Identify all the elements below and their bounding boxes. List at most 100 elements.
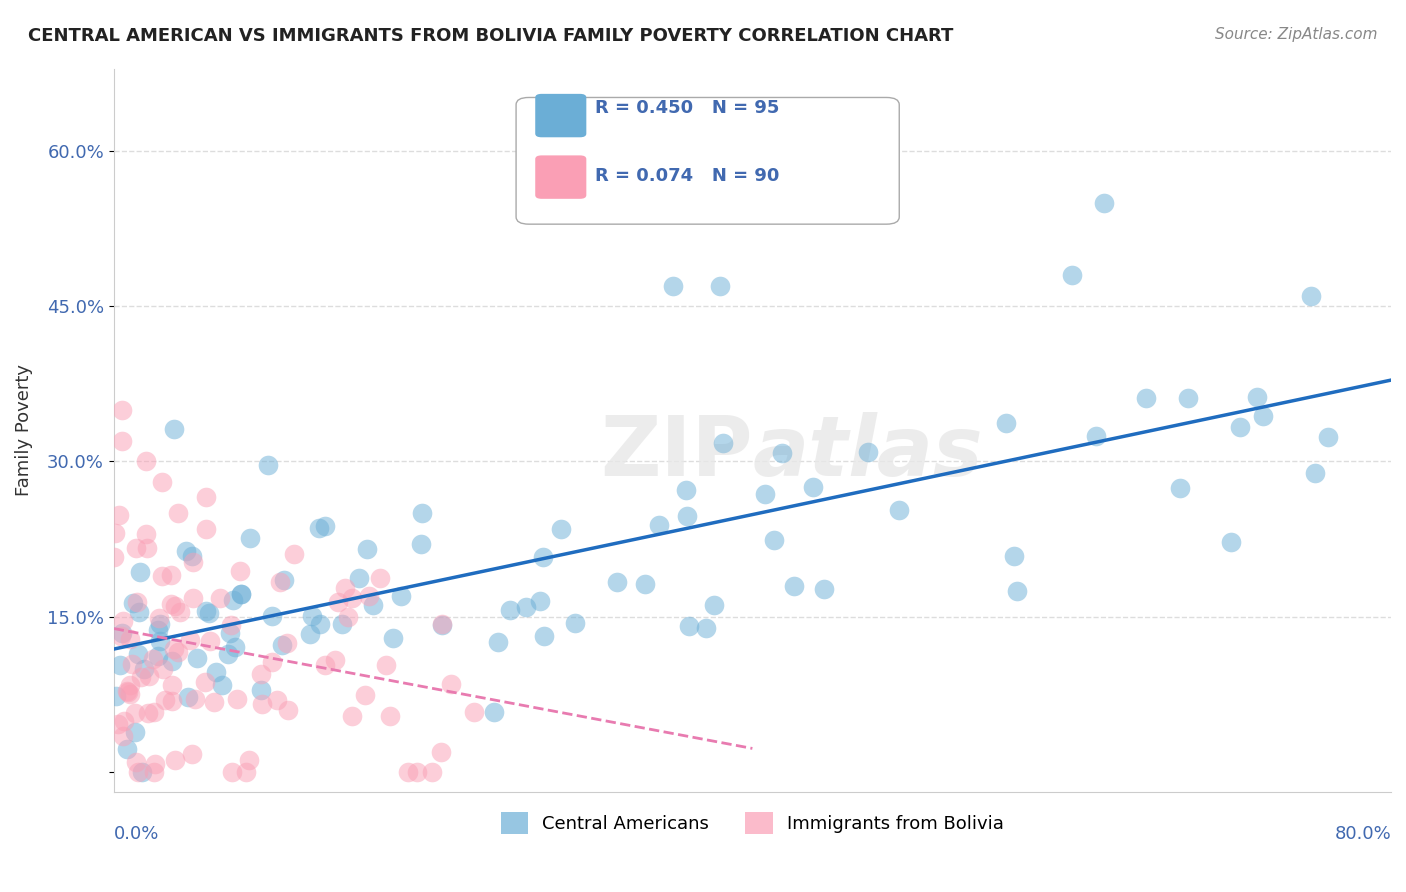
Point — [1303, 467, 1326, 481]
Point — [1251, 409, 1274, 423]
Point — [361, 598, 384, 612]
Point — [262, 655, 284, 669]
Point — [405, 764, 427, 779]
Point — [169, 605, 191, 619]
Point — [337, 610, 360, 624]
Point — [1135, 392, 1157, 406]
Point — [533, 629, 555, 643]
Point — [314, 519, 336, 533]
Point — [340, 709, 363, 723]
Point — [115, 742, 138, 756]
Point — [531, 550, 554, 565]
Point — [138, 669, 160, 683]
Point — [550, 522, 572, 536]
Point — [1317, 430, 1340, 444]
Point — [260, 608, 283, 623]
Point — [1246, 390, 1268, 404]
Point — [107, 717, 129, 731]
Point — [194, 490, 217, 504]
Point — [163, 422, 186, 436]
Point — [129, 670, 152, 684]
Point — [1092, 196, 1115, 211]
Point — [347, 571, 370, 585]
Point — [439, 676, 461, 690]
Point — [224, 640, 246, 655]
Point — [856, 444, 879, 458]
Text: Source: ZipAtlas.com: Source: ZipAtlas.com — [1215, 27, 1378, 42]
Point — [111, 615, 134, 629]
Point — [299, 627, 322, 641]
Point — [238, 753, 260, 767]
Point — [219, 625, 242, 640]
Point — [813, 582, 835, 597]
Point — [146, 623, 169, 637]
Point — [606, 575, 628, 590]
Point — [1301, 289, 1323, 303]
Point — [200, 633, 222, 648]
Point — [112, 729, 135, 743]
Point — [163, 599, 186, 613]
Point — [283, 547, 305, 561]
Point — [108, 657, 131, 672]
Point — [111, 626, 134, 640]
Text: 80.0%: 80.0% — [1334, 825, 1391, 843]
Point — [136, 706, 159, 721]
FancyBboxPatch shape — [536, 155, 586, 199]
Point — [179, 633, 201, 648]
Point — [183, 692, 205, 706]
Point — [195, 522, 218, 536]
FancyBboxPatch shape — [536, 94, 586, 137]
Point — [135, 454, 157, 468]
Point — [111, 402, 134, 417]
Point — [148, 611, 170, 625]
Point — [135, 527, 157, 541]
Point — [110, 629, 132, 643]
Point — [782, 579, 804, 593]
Point — [252, 698, 274, 712]
Point — [146, 649, 169, 664]
Point — [231, 587, 253, 601]
Point — [204, 665, 226, 679]
FancyBboxPatch shape — [516, 97, 900, 224]
Point — [1060, 268, 1083, 283]
Point — [648, 517, 671, 532]
Point — [180, 747, 202, 761]
Point — [142, 651, 165, 665]
Point — [703, 599, 725, 613]
Point — [770, 446, 793, 460]
Point — [564, 615, 586, 630]
Point — [125, 755, 148, 769]
Point — [194, 674, 217, 689]
Point — [515, 600, 537, 615]
Point — [235, 764, 257, 779]
Point — [269, 575, 291, 590]
Point — [1005, 583, 1028, 598]
Point — [342, 591, 364, 605]
Point — [163, 641, 186, 656]
Point — [271, 638, 294, 652]
Text: R = 0.074   N = 90: R = 0.074 N = 90 — [595, 167, 780, 185]
Point — [396, 764, 419, 779]
Point — [1229, 420, 1251, 434]
Point — [430, 618, 453, 632]
Point — [381, 631, 404, 645]
Legend: Central Americans, Immigrants from Bolivia: Central Americans, Immigrants from Boliv… — [494, 805, 1011, 841]
Point — [180, 549, 202, 563]
Point — [709, 278, 731, 293]
Point — [219, 617, 242, 632]
Point — [121, 657, 143, 671]
Point — [634, 576, 657, 591]
Point — [177, 690, 200, 705]
Point — [143, 764, 166, 779]
Point — [221, 764, 243, 779]
Point — [125, 541, 148, 555]
Text: ZIP: ZIP — [600, 412, 752, 492]
Point — [165, 753, 187, 767]
Point — [370, 571, 392, 585]
Point — [763, 533, 786, 548]
Point — [125, 595, 148, 609]
Point — [150, 569, 173, 583]
Point — [420, 764, 443, 779]
Point — [309, 617, 332, 632]
Point — [181, 555, 204, 569]
